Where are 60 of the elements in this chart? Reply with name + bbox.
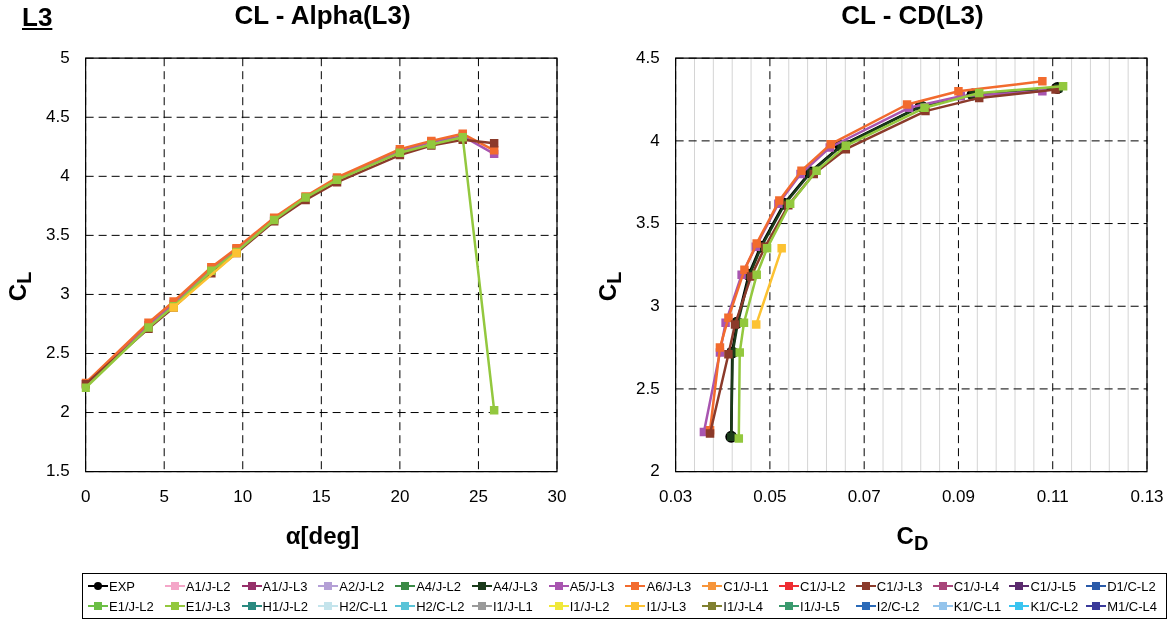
x-axis-title: C$_{D}$ (895, 522, 930, 555)
x-tick-label: 0.05 (753, 487, 787, 507)
legend-label: A6/J-L3 (646, 578, 692, 594)
legend-label: C1/J-L3 (876, 578, 923, 594)
x-tick-label: 25 (468, 487, 488, 507)
y-tick-label: 2 (650, 461, 660, 481)
x-tick-label: 0.03 (659, 487, 693, 507)
legend-label: I1/J-L2 (569, 598, 610, 614)
x-tick-label: 0.13 (1130, 487, 1164, 507)
y-tick-label: 3.5 (45, 225, 70, 245)
y-tick-label: 2.5 (45, 343, 70, 363)
y-tick-label: 4 (650, 130, 660, 150)
chart-title: CL - CD(L3) (840, 0, 985, 31)
legend-label: C1/J-L1 (723, 578, 769, 594)
chart-title: CL - Alpha(L3) (233, 0, 412, 31)
legend-label: A5/J-L3 (569, 578, 615, 594)
y-tick-label: 3.5 (635, 213, 660, 233)
legend-label: A4/J-L2 (416, 578, 461, 594)
legend-label: EXP (109, 578, 136, 594)
legend-label: A4/J-L3 (492, 578, 538, 594)
legend-label: M1/C-L4 (1107, 598, 1158, 614)
y-tick-label: 3 (650, 295, 660, 315)
legend-label: I1/J-L5 (800, 598, 840, 614)
legend-label: E1/J-L3 (185, 598, 231, 614)
y-tick-label: 4 (60, 166, 70, 185)
x-tick-label: 20 (390, 487, 410, 507)
x-tick-label: 0.11 (1036, 487, 1069, 507)
legend-label: C1/J-L2 (800, 578, 846, 594)
legend-label: I2/C-L2 (876, 598, 920, 614)
legend-label: K1/C-L1 (953, 598, 1002, 614)
legend-label: I1/J-L1 (492, 598, 533, 614)
y-tick-label: 2 (60, 402, 70, 422)
text: L3 (22, 2, 53, 33)
x-tick-label: 10 (233, 487, 253, 507)
legend-label: I1/J-L4 (723, 598, 764, 614)
y-tick-label: 2.5 (635, 378, 660, 398)
x-tick-label: 15 (311, 487, 331, 507)
legend-label: H2/C-L2 (416, 598, 465, 614)
legend-label: D1/C-L2 (1107, 578, 1156, 594)
y-tick-label: 5 (60, 47, 70, 67)
x-tick-label: 0.09 (941, 487, 975, 507)
legend-label: A2/J-L2 (339, 578, 385, 594)
legend-label: H1/J-L2 (262, 598, 309, 614)
legend-label: A1/J-L2 (185, 578, 231, 594)
x-tick-label: 30 (547, 487, 567, 507)
legend-label: K1/C-L2 (1030, 598, 1079, 614)
x-tick-label: 0 (80, 487, 91, 507)
y-tick-label: 3 (60, 284, 70, 304)
x-axis-title: α[deg] (284, 522, 361, 550)
legend-label: A1/J-L3 (262, 578, 308, 594)
y-tick-label: 1.5 (45, 461, 70, 481)
legend-label: H2/C-L1 (339, 598, 388, 614)
legend-label: E1/J-L2 (109, 598, 154, 614)
y-tick-label: 4.5 (635, 47, 660, 67)
legend-label: C1/J-L4 (953, 578, 1000, 594)
legend-label: C1/J-L5 (1030, 578, 1076, 594)
y-tick-label: 4.5 (45, 106, 70, 126)
x-tick-label: 5 (159, 487, 169, 507)
legend-label: I1/J-L3 (646, 598, 687, 614)
x-tick-label: 0.07 (847, 487, 881, 507)
